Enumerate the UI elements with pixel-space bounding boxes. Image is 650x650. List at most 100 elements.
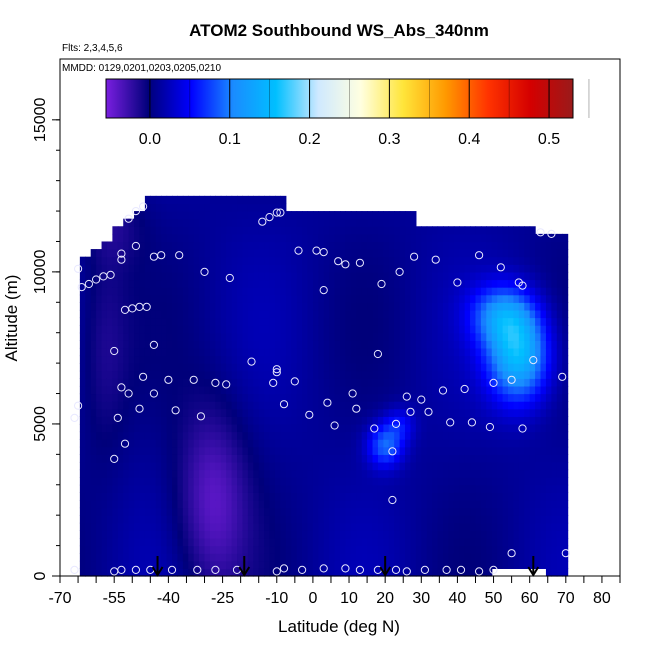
heat-cell — [307, 499, 314, 509]
heat-cell — [535, 522, 542, 531]
heat-cell — [442, 416, 449, 425]
heat-cell — [101, 469, 108, 478]
heat-cell — [106, 416, 113, 425]
heat-cell — [318, 408, 325, 417]
heat-cell — [345, 264, 352, 273]
heat-cell — [220, 271, 227, 281]
heat-cell — [562, 469, 569, 478]
heat-cell — [491, 530, 498, 539]
heat-cell — [274, 499, 281, 509]
heat-cell — [134, 294, 141, 303]
heat-cell — [329, 530, 336, 539]
heat-cell — [177, 461, 184, 471]
heat-cell — [367, 477, 374, 486]
heat-cell — [264, 332, 271, 341]
heat-cell — [464, 317, 471, 326]
heat-cell — [117, 568, 124, 577]
heat-cell — [334, 211, 341, 220]
heat-cell — [426, 492, 433, 501]
heat-cell — [345, 355, 352, 364]
heat-cell — [562, 507, 569, 516]
heat-cell — [242, 294, 249, 303]
heat-cell — [377, 325, 384, 334]
heat-cell — [172, 241, 179, 250]
heat-cell — [285, 560, 292, 569]
heat-cell — [226, 211, 233, 220]
heat-cell — [323, 347, 330, 357]
heat-cell — [453, 499, 460, 509]
heat-cell — [399, 507, 406, 516]
heat-cell — [448, 363, 455, 372]
heat-cell — [442, 309, 449, 319]
heat-cell — [334, 355, 341, 364]
heat-cell — [448, 264, 455, 273]
heat-cell — [280, 309, 287, 319]
heat-cell — [231, 507, 238, 516]
heat-cell — [491, 446, 498, 455]
heat-cell — [437, 302, 444, 311]
heat-cell — [296, 492, 303, 501]
heat-cell — [448, 317, 455, 326]
heat-cell — [106, 287, 113, 296]
heat-cell — [188, 401, 195, 410]
heat-cell — [442, 560, 449, 569]
heat-cell — [96, 264, 103, 273]
heat-cell — [144, 385, 151, 395]
heat-cell — [524, 309, 531, 319]
heat-cell — [334, 469, 341, 478]
heat-cell — [383, 553, 390, 562]
heat-cell — [426, 393, 433, 402]
heat-cell — [280, 226, 287, 235]
heat-cell — [529, 454, 536, 463]
heat-cell — [410, 469, 417, 478]
heat-cell — [226, 385, 233, 395]
heat-cell — [459, 325, 466, 334]
heat-cell — [231, 309, 238, 319]
heat-cell — [415, 279, 422, 288]
observation-point — [120, 439, 130, 448]
heat-cell — [410, 454, 417, 463]
heat-cell — [367, 537, 374, 547]
heat-cell — [193, 347, 200, 357]
heat-cell — [204, 211, 211, 220]
heat-cell — [421, 294, 428, 303]
heat-cell — [426, 477, 433, 486]
heat-cell — [177, 370, 184, 379]
heat-cell — [215, 530, 222, 539]
heat-cell — [79, 492, 86, 501]
heat-cell — [307, 408, 314, 417]
heat-cell — [155, 423, 162, 433]
heat-cell — [508, 484, 515, 493]
heat-cell — [215, 423, 222, 433]
heat-cell — [134, 385, 141, 395]
heat-cell — [123, 340, 130, 349]
heat-cell — [302, 332, 309, 341]
heat-cell — [296, 469, 303, 478]
heat-cell — [117, 340, 124, 349]
heat-cell — [85, 287, 92, 296]
heat-cell — [237, 401, 244, 410]
observation-point — [402, 392, 411, 401]
heat-cell — [356, 530, 363, 539]
heat-cell — [388, 499, 395, 509]
heat-cell — [421, 249, 428, 258]
heat-cell — [551, 469, 558, 478]
heat-cell — [247, 249, 254, 258]
heat-cell — [508, 423, 515, 433]
heat-cell — [556, 302, 563, 311]
heat-cell — [177, 522, 184, 531]
heat-cell — [345, 294, 352, 303]
heat-cell — [231, 325, 238, 334]
heat-cell — [253, 568, 260, 577]
heat-cell — [508, 249, 515, 258]
heat-cell — [421, 439, 428, 448]
heat-cell — [296, 332, 303, 341]
heat-cell — [486, 568, 493, 577]
heat-cell — [264, 515, 271, 524]
heat-cell — [356, 545, 363, 554]
heat-cell — [372, 530, 379, 539]
heat-cell — [258, 530, 265, 539]
heat-cell — [356, 537, 363, 547]
heat-cell — [318, 484, 325, 493]
heat-cell — [388, 454, 395, 463]
